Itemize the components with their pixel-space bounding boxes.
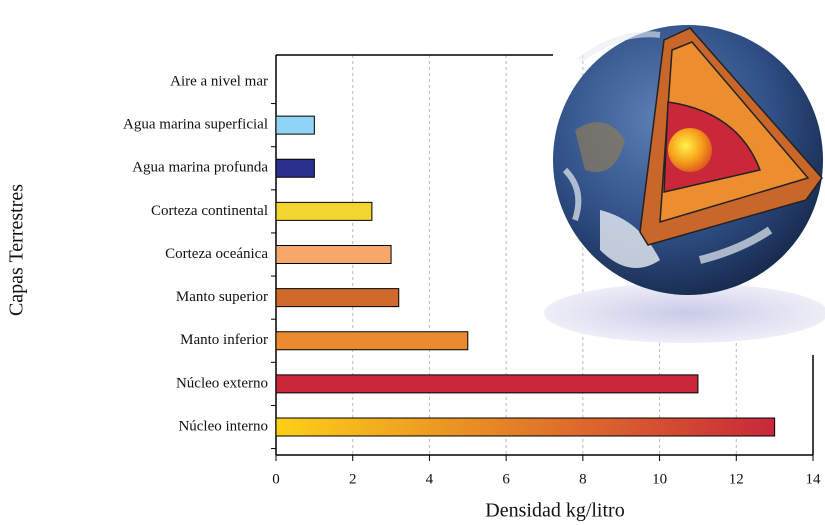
y-tick-label: Manto superior: [176, 289, 268, 305]
y-tick-label: Agua marina superficial: [123, 117, 268, 133]
bar: [275, 331, 469, 351]
bar: [275, 245, 392, 264]
bar: [275, 158, 315, 178]
bar: [275, 115, 315, 135]
y-axis-title: Capas Terrestres: [6, 184, 28, 316]
y-tick-label: Manto inferior: [180, 332, 268, 348]
bar: [275, 201, 373, 221]
bar: [275, 288, 400, 308]
x-tick-label: 10: [652, 471, 667, 487]
bar: [275, 417, 776, 437]
y-tick-label: Agua marina profunda: [132, 160, 268, 176]
x-tick-label: 0: [272, 471, 280, 487]
y-tick-label: Corteza continental: [151, 203, 268, 219]
y-tick-label: Núcleo interno: [178, 418, 268, 434]
x-tick-label: 4: [426, 471, 434, 487]
x-axis-title: Densidad kg/litro: [485, 500, 624, 522]
x-tick-label: 12: [729, 471, 744, 487]
y-tick-label: Aire a nivel mar: [170, 73, 268, 89]
earth-illustration: [544, 25, 825, 343]
x-tick-label: 8: [579, 471, 587, 487]
bar: [275, 374, 699, 394]
x-tick-label: 6: [502, 471, 510, 487]
plot-area: 0 2 4 6 8 10 12 14 Aire a nivel mar Agua marina s…: [123, 54, 822, 487]
x-tick-label: 2: [349, 471, 357, 487]
y-tick-label: Núcleo externo: [176, 375, 268, 391]
x-tick-label: 14: [806, 471, 822, 487]
y-tick-label: Corteza oceánica: [165, 246, 268, 262]
